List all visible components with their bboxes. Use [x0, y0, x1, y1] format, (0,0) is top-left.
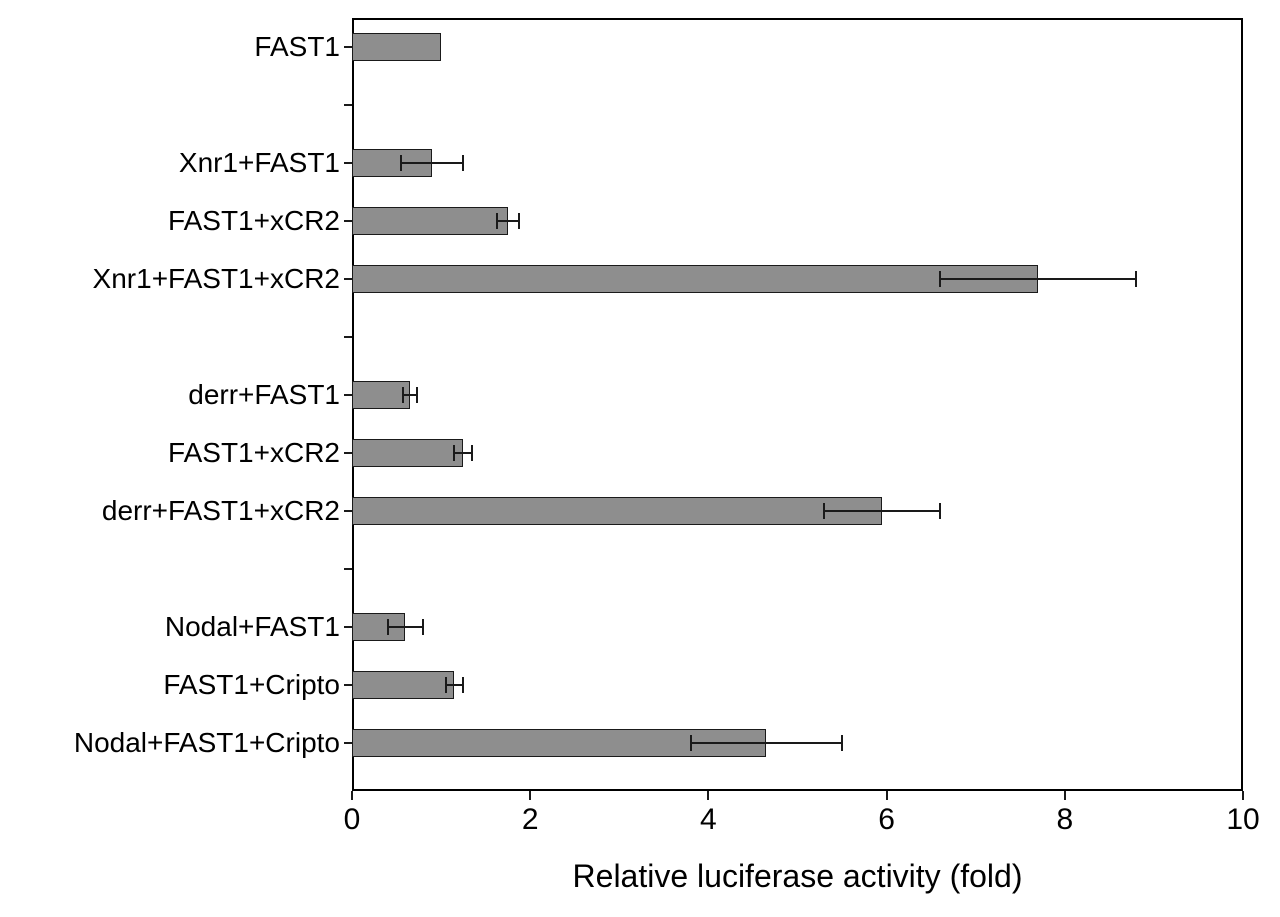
error-bar	[402, 394, 418, 396]
bar-0	[352, 33, 442, 61]
error-bar-cap	[841, 735, 844, 751]
category-label: derr+FAST1	[188, 379, 340, 410]
error-bar-cap	[1135, 271, 1138, 287]
x-tick-label: 4	[700, 803, 717, 836]
error-bar-cap	[823, 503, 826, 519]
error-bar-cap	[939, 503, 942, 519]
category-label: FAST1+xCR2	[168, 205, 340, 236]
x-axis-tick	[1063, 791, 1066, 800]
y-axis-tick	[344, 742, 352, 744]
y-axis-tick	[344, 568, 352, 570]
x-axis-tick	[707, 791, 710, 800]
x-axis-title: Relative luciferase activity (fold)	[572, 858, 1023, 894]
x-axis-tick	[885, 791, 888, 800]
error-bar-cap	[401, 387, 404, 403]
category-label: derr+FAST1+xCR2	[101, 495, 340, 526]
error-bar-cap	[517, 213, 520, 229]
error-bar-cap	[400, 155, 402, 171]
x-tick-label: 8	[1056, 803, 1074, 836]
category-label: Nodal+FAST1+Cripto	[73, 727, 340, 758]
y-axis-tick	[344, 394, 352, 396]
y-axis-tick	[344, 46, 352, 48]
error-bar-cap	[462, 677, 465, 693]
y-axis-tick	[344, 104, 352, 106]
y-axis-tick	[344, 510, 352, 512]
plot-area	[352, 18, 1243, 791]
error-bar	[454, 452, 473, 454]
error-bar	[401, 162, 464, 164]
error-bar-cap	[689, 735, 692, 751]
y-axis-tick	[344, 220, 352, 222]
error-bar	[387, 626, 424, 628]
error-bar	[690, 742, 843, 744]
error-bar-cap	[496, 213, 499, 229]
bar-5	[352, 439, 464, 467]
bar-3	[352, 265, 1039, 293]
category-label: Xnr1+FAST1+xCR2	[92, 263, 340, 294]
y-axis-tick	[344, 162, 352, 164]
x-axis-tick	[351, 791, 353, 800]
x-tick-label: 2	[521, 803, 539, 836]
x-axis-tick	[529, 791, 532, 800]
y-axis-tick	[344, 684, 352, 686]
error-bar-cap	[471, 445, 474, 461]
bar-8	[352, 671, 455, 699]
error-bar-cap	[462, 155, 465, 171]
error-bar	[445, 684, 464, 686]
category-label: FAST1+xCR2	[168, 437, 340, 468]
error-bar-cap	[444, 677, 447, 693]
error-bar-cap	[416, 387, 419, 403]
error-bar-cap	[939, 271, 942, 287]
error-bar	[824, 510, 941, 512]
category-label: Xnr1+FAST1	[178, 147, 340, 178]
y-axis-tick	[344, 336, 352, 338]
bar-4	[352, 381, 410, 409]
bar-2	[352, 207, 508, 235]
y-axis-tick	[344, 278, 352, 280]
category-label: FAST1+Cripto	[163, 669, 340, 700]
error-bar-cap	[422, 619, 425, 635]
y-axis-tick	[344, 626, 352, 628]
category-label: Nodal+FAST1	[164, 611, 340, 642]
x-tick-label: 6	[878, 803, 895, 836]
x-tick-label: 10	[1226, 803, 1260, 836]
x-axis-tick	[1242, 791, 1244, 800]
error-bar	[940, 278, 1137, 280]
y-axis-tick	[344, 452, 352, 454]
x-tick-label: 0	[343, 803, 361, 836]
error-bar-cap	[386, 619, 389, 635]
error-bar-cap	[453, 445, 456, 461]
error-bar	[497, 220, 519, 222]
bar-6	[352, 497, 883, 525]
category-label: FAST1	[254, 31, 340, 62]
